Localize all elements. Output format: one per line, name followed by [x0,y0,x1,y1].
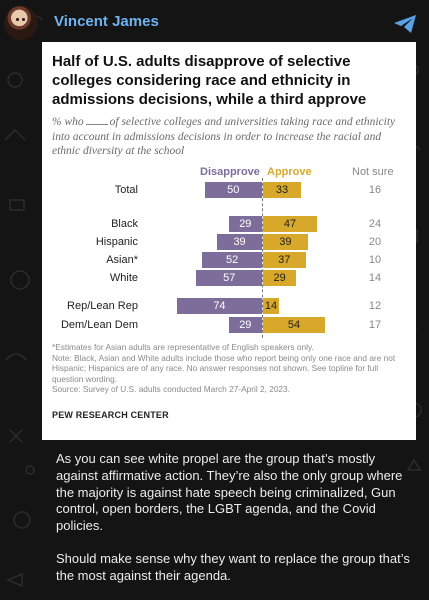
category-label: Asian* [106,254,138,266]
bar-disapprove [202,252,262,268]
value-approve: 29 [273,272,286,284]
bar-approve [263,182,301,198]
chart-image[interactable]: Half of U.S. adults disapprove of select… [42,42,416,440]
note-line: *Estimates for Asian adults are represen… [52,342,314,352]
legend-not-sure: Not sure [352,166,394,178]
value-approve: 33 [275,184,289,196]
value-not-sure: 16 [368,184,382,196]
category-label: White [109,272,138,284]
center-divider [262,178,263,338]
bar-approve [263,216,318,232]
value-approve: 37 [278,254,291,266]
category-label: Total [114,184,138,196]
category-label: Dem/Lean Dem [60,319,138,331]
category-label: Hispanic [95,236,138,248]
bar-approve [263,270,297,286]
value-disapprove: 57 [223,272,236,284]
value-approve: 14 [264,300,278,312]
value-not-sure: 17 [368,319,382,331]
chart-title: Half of U.S. adults disapprove of select… [52,53,367,108]
value-approve: 39 [279,236,292,248]
bar-approve [263,252,306,268]
note-line: Source: Survey of U.S. adults conducted … [52,384,290,394]
value-disapprove: 74 [213,300,226,312]
note-line: Note: Black, Asian and White adults incl… [52,352,396,384]
chart-notes: *Estimates for Asian adults are represen… [52,342,406,395]
value-approve: 47 [283,218,297,230]
bar-disapprove [217,234,262,250]
value-disapprove: 29 [239,218,252,230]
bar-approve [263,234,308,250]
value-disapprove: 52 [225,254,239,266]
message-header: Vincent James [0,0,429,44]
bar-approve [263,298,280,314]
value-disapprove: 39 [233,236,246,248]
legend-disapprove: Disapprove [200,166,260,178]
category-label: Rep/Lean Rep [67,300,138,312]
value-not-sure: 10 [368,254,382,266]
value-not-sure: 12 [368,300,382,312]
message-paragraph: As you can see white propel are the grou… [56,451,403,534]
brand-label: PEW RESEARCH CENTER [52,410,169,420]
message-text: As you can see white propel are the grou… [56,451,411,585]
value-not-sure: 20 [368,236,382,248]
bar-disapprove [176,298,262,314]
avatar[interactable] [4,6,38,40]
telegram-send-icon[interactable] [393,14,417,34]
bar-disapprove [228,216,262,232]
bar-disapprove [196,270,262,286]
chart-subtitle: % who of selective colleges and universit… [52,116,396,157]
message-paragraph: Should make sense why they want to repla… [56,550,410,583]
legend-approve: Approve [267,166,312,178]
bar-disapprove [204,182,262,198]
value-disapprove: 29 [239,319,252,331]
category-label: Black [111,218,138,230]
value-not-sure: 24 [368,218,382,230]
value-approve: 54 [287,319,301,331]
bar-approve [263,317,326,333]
value-not-sure: 14 [368,272,382,284]
bar-disapprove [228,317,262,333]
value-disapprove: 50 [227,184,240,196]
sender-name[interactable]: Vincent James [54,13,159,30]
